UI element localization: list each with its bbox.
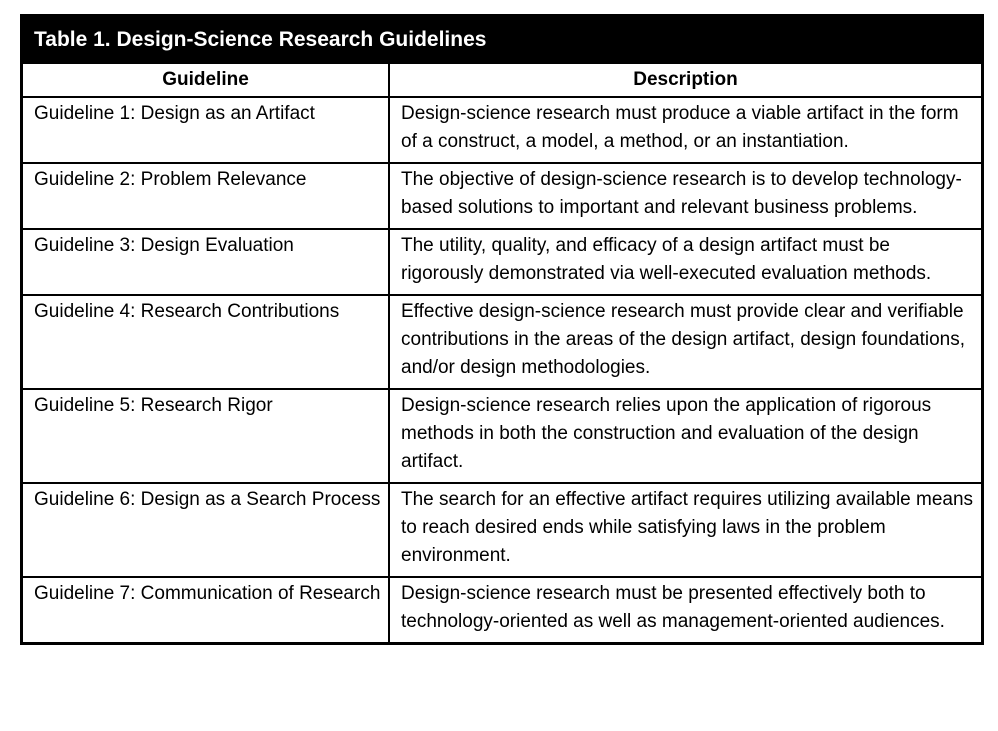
- guideline-cell: Guideline 1: Design as an Artifact: [23, 96, 390, 163]
- guideline-cell: Guideline 3: Design Evaluation: [23, 228, 390, 295]
- guidelines-grid: Guideline Description Guideline 1: Desig…: [23, 64, 981, 642]
- guideline-cell: Guideline 5: Research Rigor: [23, 388, 390, 483]
- guideline-cell: Guideline 4: Research Contributions: [23, 294, 390, 389]
- guideline-cell: Guideline 6: Design as a Search Process: [23, 482, 390, 577]
- table-title: Table 1. Design-Science Research Guideli…: [23, 17, 981, 64]
- description-cell: Design-science research must produce a v…: [389, 96, 981, 163]
- table-row: Guideline 4: Research Contributions Effe…: [23, 294, 981, 389]
- description-cell: Design-science research relies upon the …: [389, 388, 981, 483]
- description-cell: The utility, quality, and efficacy of a …: [389, 228, 981, 295]
- guideline-column-header: Guideline: [23, 64, 390, 97]
- description-cell: The objective of design-science research…: [389, 162, 981, 229]
- table-row: Guideline 5: Research Rigor Design-scien…: [23, 388, 981, 483]
- description-cell: The search for an effective artifact req…: [389, 482, 981, 577]
- guideline-cell: Guideline 7: Communication of Research: [23, 576, 390, 642]
- header-row: Guideline Description: [23, 64, 981, 97]
- table-row: Guideline 3: Design Evaluation The utili…: [23, 228, 981, 295]
- description-cell: Effective design-science research must p…: [389, 294, 981, 389]
- guideline-cell: Guideline 2: Problem Relevance: [23, 162, 390, 229]
- description-cell: Design-science research must be presente…: [389, 576, 981, 642]
- table-row: Guideline 6: Design as a Search Process …: [23, 482, 981, 577]
- table-row: Guideline 7: Communication of Research D…: [23, 576, 981, 642]
- table-row: Guideline 1: Design as an Artifact Desig…: [23, 96, 981, 163]
- table-row: Guideline 2: Problem Relevance The objec…: [23, 162, 981, 229]
- guidelines-table: Table 1. Design-Science Research Guideli…: [20, 14, 984, 645]
- description-column-header: Description: [633, 69, 738, 90]
